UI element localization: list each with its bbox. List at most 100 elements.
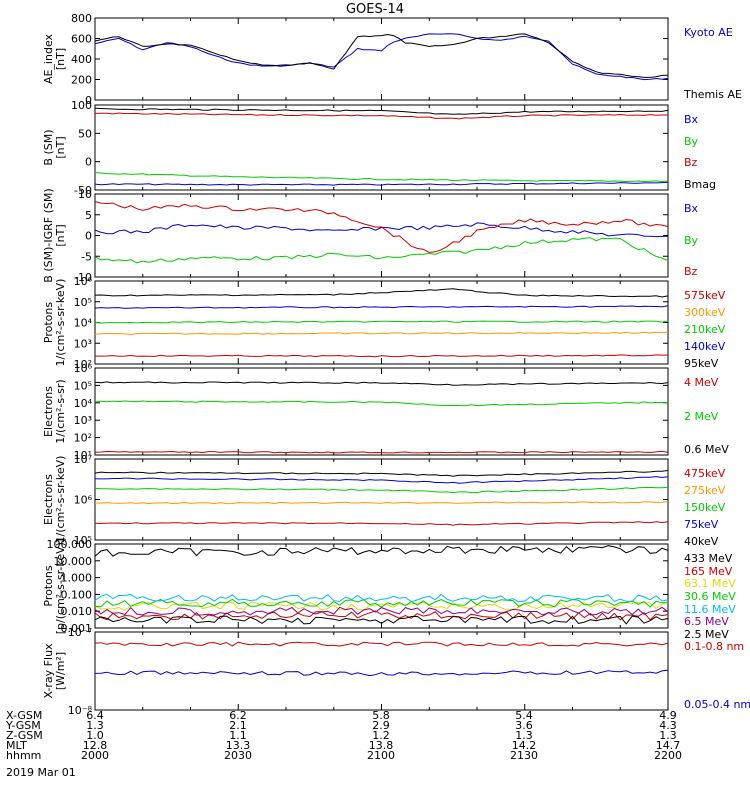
y-axis-label: B (SM) [42, 129, 55, 165]
footer-row-label: Y-GSM [6, 719, 41, 732]
footer-value: 1.1 [229, 729, 247, 742]
footer-value: 14.7 [655, 739, 681, 752]
y-tick-label: 100 [71, 99, 92, 112]
footer-value: 4.3 [659, 719, 677, 732]
series-line-bz [94, 201, 669, 253]
y-tick-label: -5 [81, 250, 92, 263]
legend-entry: 75keV [684, 518, 719, 531]
y-tick-label: 10⁻⁷ [68, 626, 92, 639]
footer-date: 2019 Mar 01 [6, 766, 76, 779]
series-line-210kev [94, 320, 669, 324]
panel-frame-5 [94, 458, 669, 541]
series-line-475kev [94, 521, 669, 526]
legend-entry: 4 MeV [684, 376, 719, 389]
y-tick-label: 10³ [74, 337, 92, 350]
series-line-63-1-mev [94, 601, 669, 611]
legend-entry: Bz [684, 265, 698, 278]
footer-value: 1.2 [372, 729, 390, 742]
y-axis-label: AE_index [42, 33, 55, 84]
footer-value: 2.1 [229, 719, 247, 732]
y-tick-label: 5 [85, 209, 92, 222]
legend-entry: 475keV [684, 467, 726, 480]
legend-entry: Bx [684, 113, 699, 126]
y-tick-label: 10⁵ [74, 534, 92, 547]
chart-title: GOES-14 [346, 2, 404, 17]
y-tick-label: 10³ [74, 414, 92, 427]
y-tick-label: 10⁴ [74, 317, 93, 330]
y-tick-label: 800 [71, 12, 92, 25]
y-tick-label: 10⁶ [74, 275, 93, 288]
y-tick-label: 10⁻⁸ [68, 704, 93, 717]
series-line-by [94, 237, 669, 264]
legend-entry: 40keV [684, 535, 719, 548]
y-tick-label: 600 [71, 33, 92, 46]
series-line-575kev [95, 354, 669, 358]
y-tick-label: 0 [85, 94, 92, 107]
series-line-6-5-mev [94, 606, 669, 616]
legend-entry: Bz [684, 156, 698, 169]
series-line-275kev [94, 501, 669, 505]
series-line-by [94, 172, 669, 183]
legend-entry: 275keV [684, 484, 726, 497]
series-line-150kev [94, 486, 669, 494]
y-tick-label: 0.001 [61, 622, 93, 635]
y-axis-label: 1/(cm²-s-sr-keV) [54, 279, 67, 367]
y-axis-label: Protons [42, 302, 55, 343]
y-tick-label: 10¹ [74, 449, 92, 462]
y-tick-label: 10⁵ [74, 296, 92, 309]
footer-row-label: Z-GSM [6, 729, 43, 742]
legend-entry: 150keV [684, 501, 726, 514]
series-line-40kev [94, 470, 669, 477]
series-line-165-mev [94, 610, 669, 621]
legend-entry: Bx [684, 202, 699, 215]
y-tick-label: 10 [78, 188, 92, 201]
footer-value: 1.3 [659, 729, 677, 742]
y-tick-label: -10 [74, 271, 92, 284]
legend-entry: 300keV [684, 306, 726, 319]
footer-value: 13.8 [368, 739, 394, 752]
y-tick-label: 10⁶ [74, 494, 93, 507]
legend-entry: Kyoto AE [684, 26, 733, 39]
footer-value: 6.2 [229, 709, 247, 722]
series-line-themis-ae [94, 33, 669, 78]
footer-value: 1.3 [86, 719, 104, 732]
y-tick-label: 10⁶ [74, 362, 93, 375]
footer-value: 1.0 [86, 729, 104, 742]
footer-value: 2200 [654, 749, 682, 762]
legend-entry: 2.5 MeV [684, 628, 729, 641]
series-line-bx [94, 181, 669, 186]
footer-row-label: X-GSM [6, 709, 43, 722]
legend-entry: 0.1-0.8 nm [684, 640, 745, 653]
footer-value: 3.6 [515, 719, 533, 732]
y-axis-label: [p/(cm²-s-sr-keV)] [54, 538, 67, 635]
panel-frame-4 [94, 367, 669, 456]
y-tick-label: 10⁵ [74, 379, 92, 392]
y-tick-label: 0.100 [61, 588, 93, 601]
series-line-0-1-0-8-nm [94, 641, 669, 647]
legend-entry: Bmag [684, 178, 716, 191]
legend-entry: 95keV [684, 357, 719, 370]
y-tick-label: 1.000 [61, 572, 93, 585]
footer-value: 12.8 [82, 739, 108, 752]
legend-entry: 0.05-0.4 nm [684, 698, 750, 711]
panel-frame-0 [94, 17, 669, 101]
legend-entry: 11.6 MeV [684, 603, 736, 616]
y-axis-label: X-ray Flux [42, 643, 55, 699]
legend-entry: 2 MeV [684, 410, 719, 423]
series-line-bmag [94, 107, 669, 115]
footer-value: 4.9 [659, 709, 677, 722]
footer-value: 2030 [224, 749, 252, 762]
footer-value: 2100 [367, 749, 395, 762]
y-tick-label: 0.010 [61, 605, 93, 618]
y-axis-label: Electrons [42, 386, 55, 437]
footer-value: 2000 [81, 749, 109, 762]
y-tick-label: 10.000 [54, 555, 93, 568]
y-tick-label: 10² [74, 358, 92, 371]
footer-row-label: MLT [6, 739, 27, 752]
series-line-95kev [94, 288, 669, 298]
y-axis-label: [W/m²] [54, 652, 67, 690]
legend-entry: 165 MeV [684, 565, 733, 578]
series-line-kyoto-ae [94, 33, 669, 81]
